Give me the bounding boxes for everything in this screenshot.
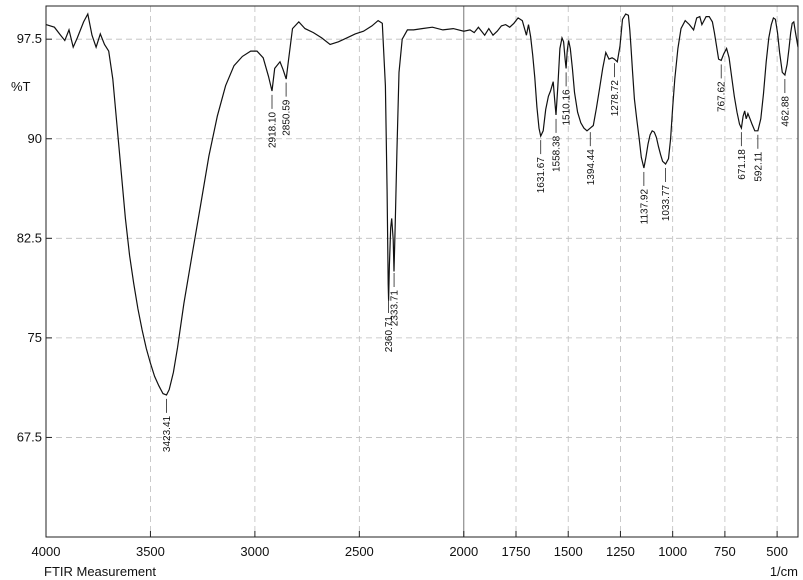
- y-tick-label: 82.5: [17, 230, 42, 245]
- peak-label: 2850.59: [282, 99, 293, 136]
- peak-label: 767.62: [717, 81, 728, 112]
- spectrum-line: [45, 12, 799, 396]
- peak-label: 2333.71: [390, 290, 401, 327]
- peak-label: 1631.67: [536, 157, 547, 194]
- x-tick-label: 500: [766, 544, 788, 559]
- x-tick-label: 2500: [345, 544, 374, 559]
- x-tick-label: 4000: [32, 544, 61, 559]
- x-tick-label: 3500: [136, 544, 165, 559]
- y-axis-label: %T: [11, 79, 31, 94]
- peak-label: 2918.10: [267, 111, 278, 148]
- peak-label: 592.11: [753, 151, 764, 181]
- y-axis-ticks: 97.5 90 82.5 75 67.5: [17, 31, 52, 444]
- peak-label: 1510.16: [562, 89, 573, 126]
- y-tick-label: 97.5: [17, 31, 42, 46]
- x-tick-label: 1500: [554, 544, 583, 559]
- x-tick-label: 3000: [240, 544, 269, 559]
- y-tick-label: 67.5: [17, 429, 42, 444]
- x-axis-unit: 1/cm: [770, 564, 798, 579]
- peak-label: 1137.92: [639, 189, 650, 225]
- x-axis-label: FTIR Measurement: [44, 564, 156, 579]
- peak-label: 3423.41: [162, 415, 173, 452]
- peak-label: 1278.72: [610, 80, 621, 117]
- peak-label: 671.18: [737, 149, 748, 180]
- y-tick-label: 75: [28, 330, 42, 345]
- peak-label: 462.88: [780, 96, 791, 127]
- x-tick-label: 1750: [502, 544, 531, 559]
- y-tick-label: 90: [28, 131, 42, 146]
- grid-lines: [46, 6, 798, 537]
- peak-label: 1033.77: [661, 185, 672, 222]
- peak-label: 1558.38: [552, 135, 563, 172]
- x-tick-label: 2000: [449, 544, 478, 559]
- x-tick-label: 750: [714, 544, 736, 559]
- plot-frame: [45, 5, 799, 538]
- x-tick-label: 1250: [606, 544, 635, 559]
- peak-label: 2360.71: [384, 316, 395, 353]
- x-tick-label: 1000: [658, 544, 687, 559]
- x-axis-ticks: 4000 3500 3000 2500 2000 1750 1500 1250 1000 750 5…: [32, 531, 788, 559]
- peak-label: 1394.44: [586, 149, 597, 186]
